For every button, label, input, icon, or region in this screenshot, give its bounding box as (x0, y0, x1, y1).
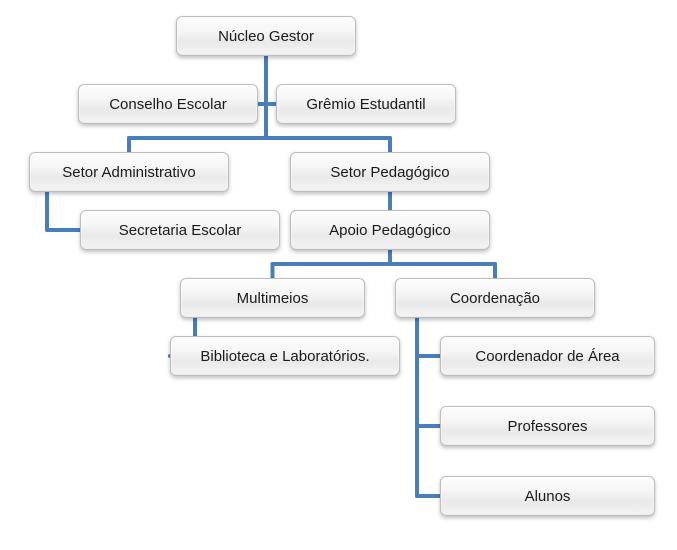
node-label: Coordenador de Área (475, 348, 619, 365)
node-conselho-escolar: Conselho Escolar (78, 84, 258, 124)
node-coordenador-area: Coordenador de Área (440, 336, 655, 376)
node-biblioteca-labs: Biblioteca e Laboratórios. (170, 336, 400, 376)
node-label: Grêmio Estudantil (306, 96, 425, 113)
node-label: Apoio Pedagógico (329, 222, 451, 239)
node-apoio-pedagogico: Apoio Pedagógico (290, 210, 490, 250)
node-label: Setor Administrativo (62, 164, 195, 181)
node-label: Setor Pedagógico (330, 164, 449, 181)
node-setor-pedagogico: Setor Pedagógico (290, 152, 490, 192)
node-label: Núcleo Gestor (218, 28, 314, 45)
node-label: Alunos (525, 488, 571, 505)
node-setor-administrativo: Setor Administrativo (29, 152, 229, 192)
node-label: Professores (507, 418, 587, 435)
node-coordenacao: Coordenação (395, 278, 595, 318)
node-label: Coordenação (450, 290, 540, 307)
node-label: Biblioteca e Laboratórios. (200, 348, 369, 365)
node-label: Conselho Escolar (109, 96, 227, 113)
connectors-layer (0, 0, 677, 550)
node-gremio-estudantil: Grêmio Estudantil (276, 84, 456, 124)
node-multimeios: Multimeios (180, 278, 365, 318)
node-label: Multimeios (237, 290, 309, 307)
node-nucleo-gestor: Núcleo Gestor (176, 16, 356, 56)
node-secretaria-escolar: Secretaria Escolar (80, 210, 280, 250)
node-alunos: Alunos (440, 476, 655, 516)
org-chart: Núcleo Gestor Conselho Escolar Grêmio Estu… (0, 0, 677, 550)
node-professores: Professores (440, 406, 655, 446)
node-label: Secretaria Escolar (119, 222, 242, 239)
